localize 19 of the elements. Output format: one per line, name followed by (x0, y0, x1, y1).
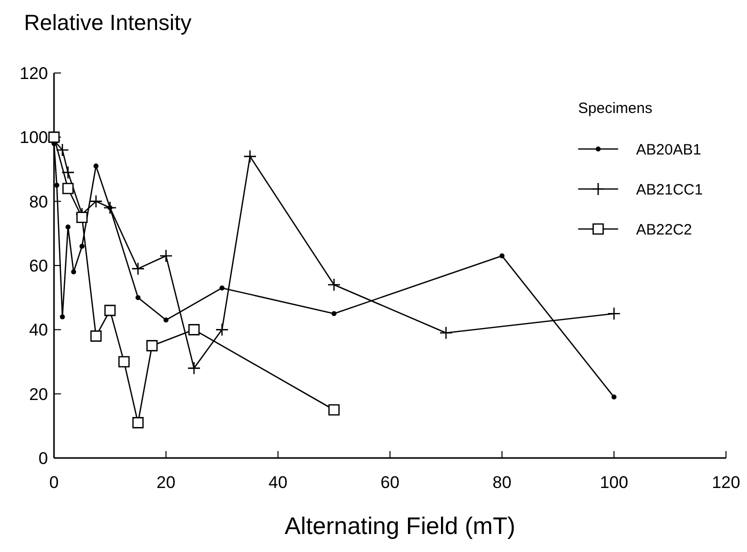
x-tick-label: 60 (380, 473, 400, 492)
legend-title: Specimens (578, 100, 652, 117)
y-tick-label: 120 (20, 64, 48, 83)
y-axis-title: Relative Intensity (24, 10, 192, 35)
x-tick-label: 80 (492, 473, 512, 492)
x-tick-label: 40 (268, 473, 288, 492)
y-tick-label: 40 (29, 320, 48, 340)
legend-label: AB20AB1 (636, 141, 702, 158)
y-tick-label: 60 (29, 256, 48, 276)
x-tick-label: 100 (600, 473, 628, 492)
x-tick-label: 120 (712, 473, 740, 492)
y-tick-label: 0 (38, 448, 48, 468)
legend-label: AB22C2 (636, 221, 692, 238)
y-tick-label: 100 (20, 128, 48, 148)
y-tick-label: 20 (29, 384, 48, 404)
x-tick-label: 20 (156, 473, 176, 492)
y-tick-label: 80 (29, 192, 48, 212)
legend-label: AB21CC1 (636, 181, 703, 198)
x-axis-title: Alternating Field (mT) (284, 513, 516, 540)
